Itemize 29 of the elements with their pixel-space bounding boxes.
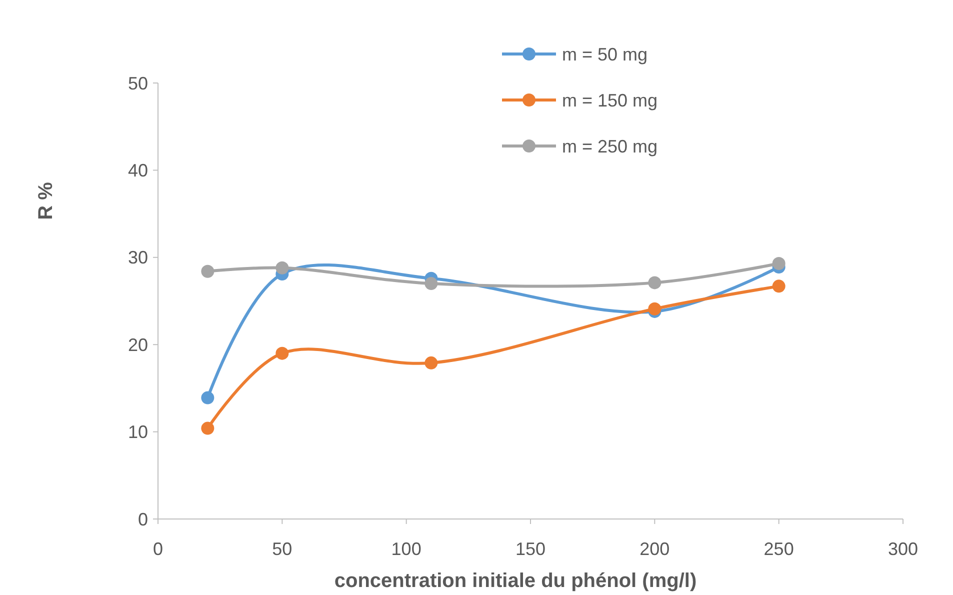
x-tick-label: 0 — [152, 539, 164, 559]
x-tick-label: 50 — [272, 539, 292, 559]
point — [424, 277, 438, 290]
x-tick-label: 200 — [640, 539, 670, 559]
y-tick-label: 0 — [138, 509, 148, 530]
point — [648, 276, 662, 290]
point — [201, 264, 214, 278]
x-tick-label: 250 — [764, 539, 794, 559]
point — [648, 302, 662, 316]
y-tick-label: 40 — [128, 160, 148, 180]
x-tick-label: 100 — [391, 539, 422, 559]
y-tick-label: 20 — [128, 334, 148, 355]
y-tick-label: 50 — [128, 73, 148, 94]
x-tick-label: 150 — [515, 539, 546, 559]
point — [772, 280, 786, 293]
x-tick-label: 300 — [888, 539, 918, 559]
point — [276, 346, 289, 360]
point — [201, 422, 214, 435]
y-axis-title: R % — [35, 182, 57, 220]
point — [772, 257, 786, 270]
y-tick-label: 10 — [128, 422, 148, 442]
legend-label: m = 150 mg — [562, 90, 658, 110]
legend-label: m = 50 mg — [562, 44, 648, 64]
legend-label: m = 250 mg — [562, 136, 658, 156]
x-axis-title: concentration initiale du phénol (mg/l) — [334, 570, 697, 592]
y-tick-label: 30 — [128, 248, 148, 268]
point — [276, 261, 289, 274]
point — [201, 391, 214, 404]
point — [424, 356, 438, 370]
